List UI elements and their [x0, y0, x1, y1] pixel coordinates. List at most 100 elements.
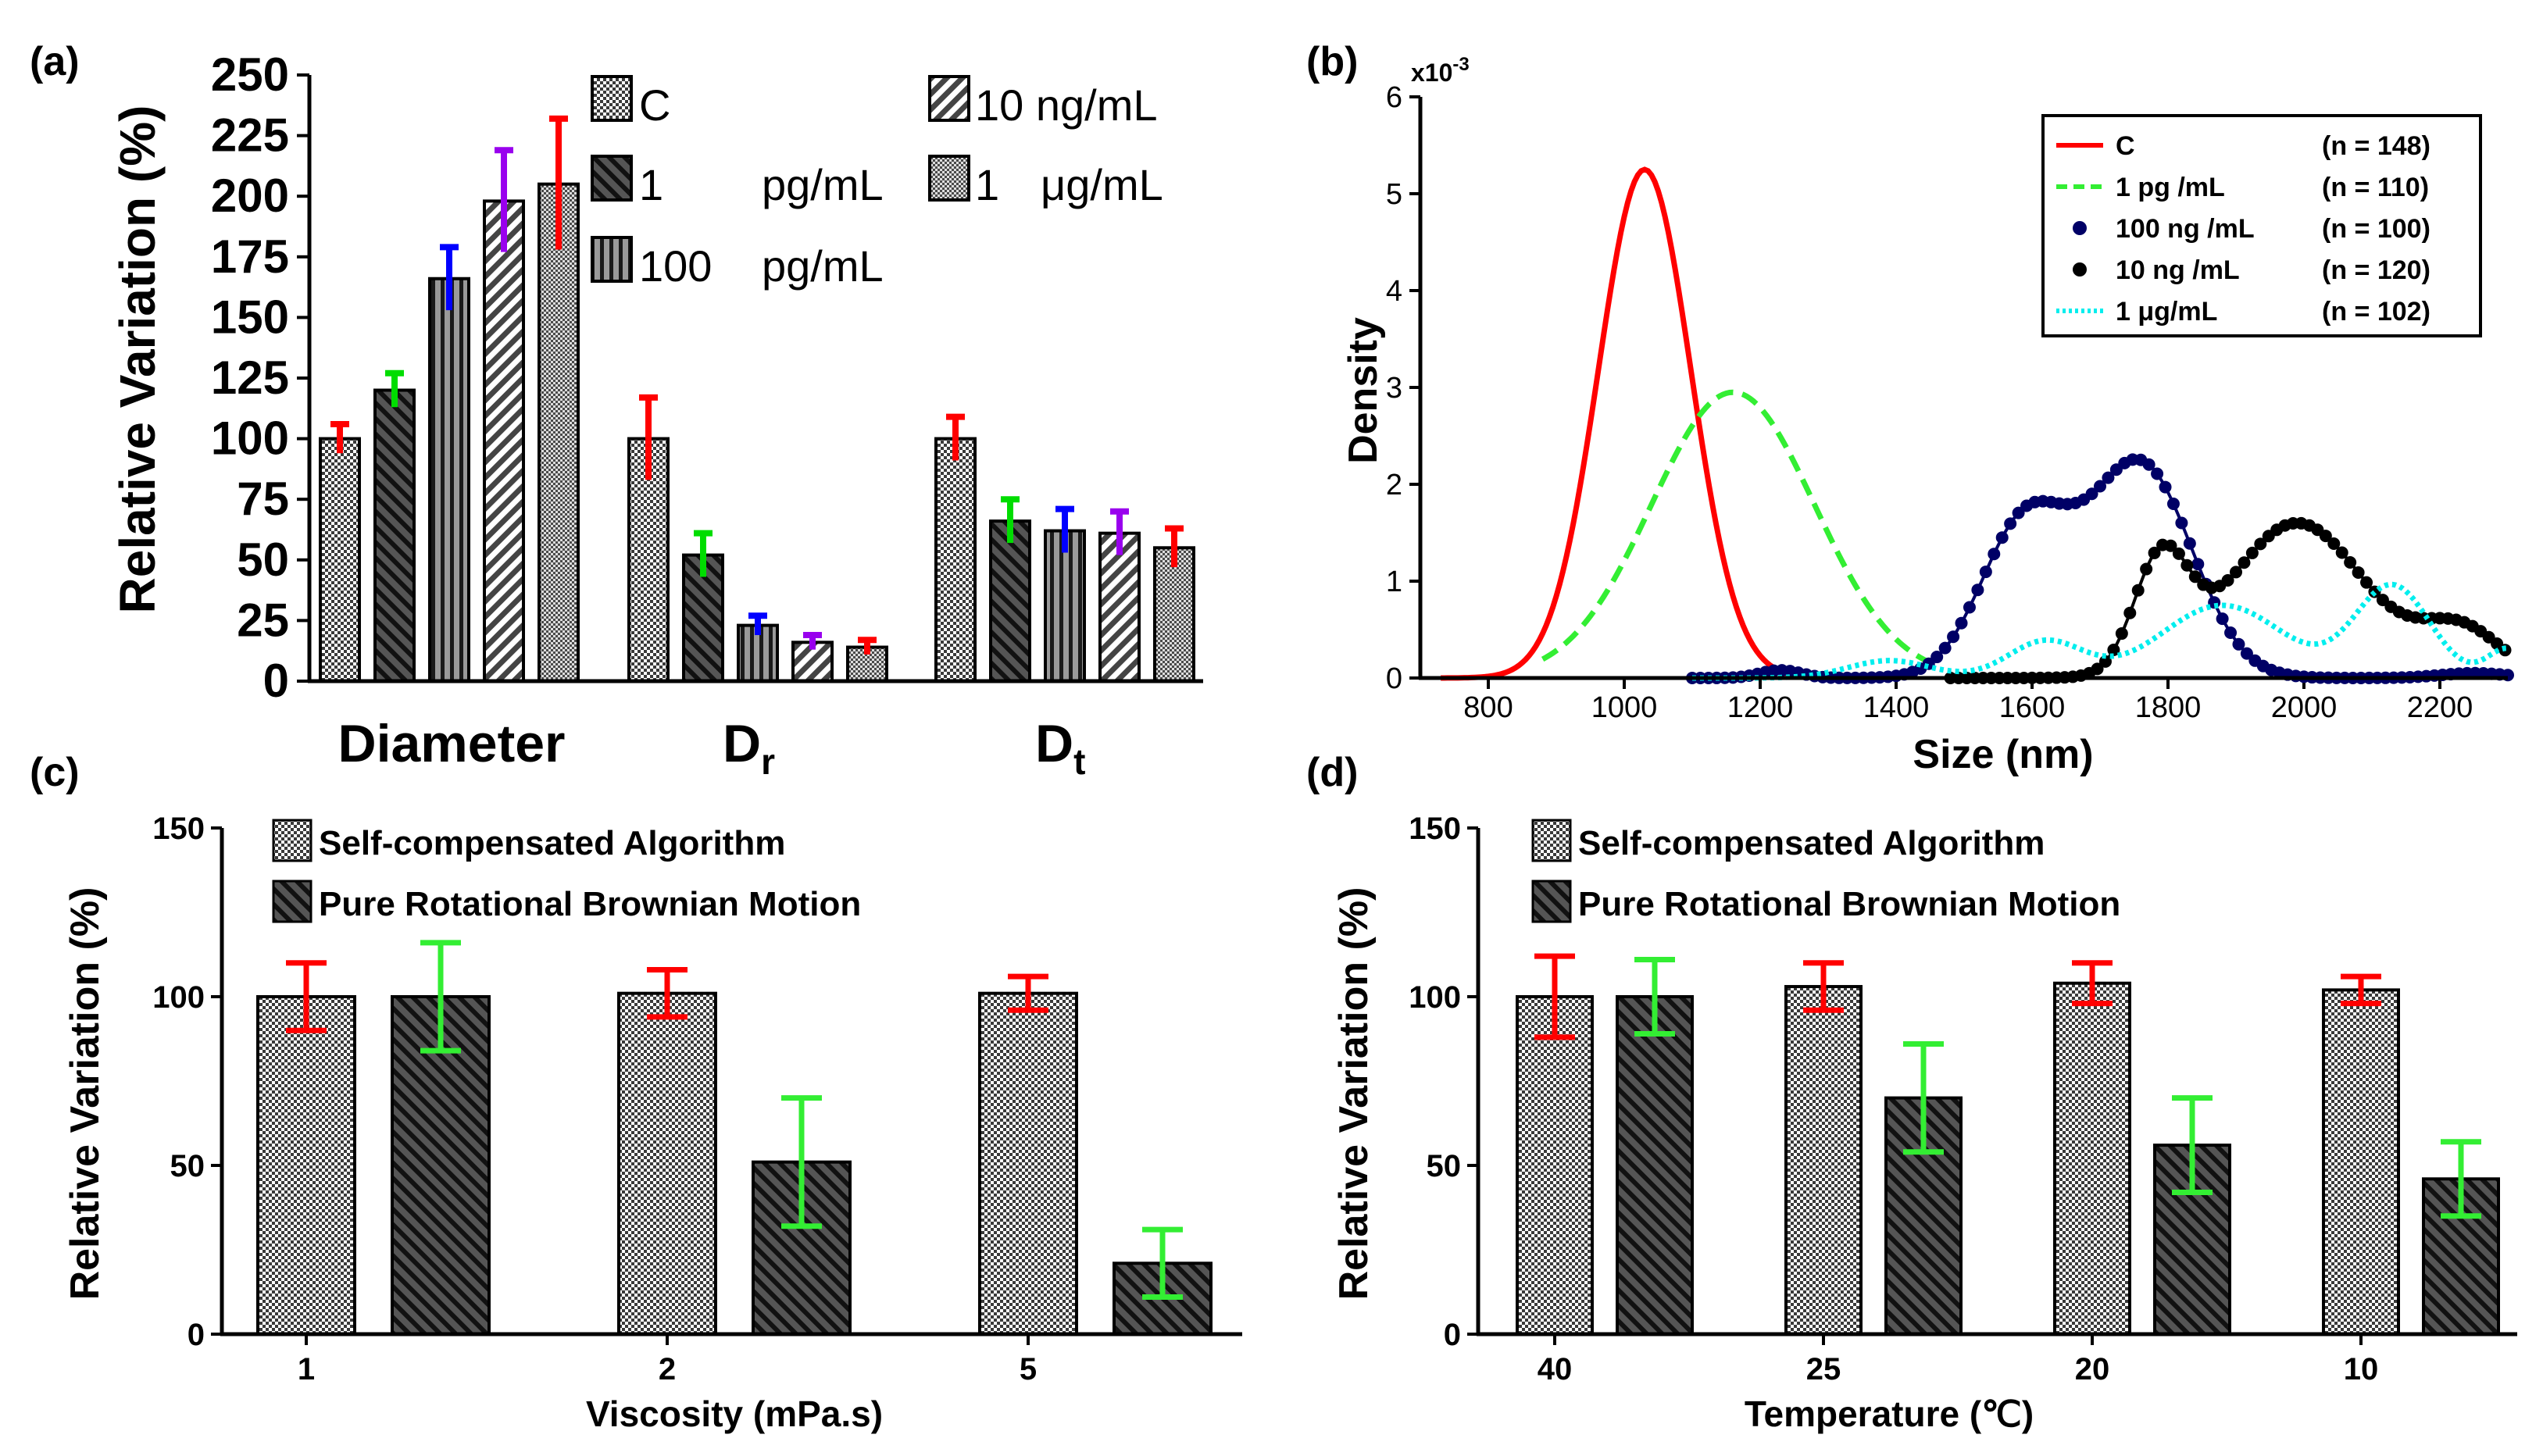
b-series-point	[2004, 517, 2017, 530]
panel-d-ticks: 0 50 100 150 40 25 20 10	[1409, 812, 2378, 1386]
a-ytick-label: 25	[237, 594, 289, 646]
legend-swatch-10ng	[928, 75, 970, 122]
a-bar	[989, 519, 1031, 683]
b-series-point	[2319, 530, 2332, 543]
panel-c-legend: Self-compensated Algorithm Pure Rotation…	[272, 819, 861, 923]
b-series-point	[1938, 641, 1952, 655]
legend-name-100ng: 100 ng /mL	[2116, 214, 2255, 244]
panel-d-legend: Self-compensated Algorithm Pure Rotation…	[1531, 819, 2120, 923]
legend-label-1ug: 1	[975, 160, 999, 209]
b-series-point	[2188, 570, 2202, 583]
d-bar	[2053, 981, 2131, 1336]
b-series-point	[1963, 601, 1976, 614]
a-ytick-label: 250	[211, 48, 289, 101]
b-series-point	[2140, 562, 2153, 576]
legend-label-c: C	[639, 80, 670, 130]
b-series-3	[1944, 516, 2512, 684]
b-series-point	[2191, 558, 2205, 571]
b-series-point	[2148, 546, 2161, 559]
a-bar	[538, 182, 580, 683]
c-bar	[256, 995, 356, 1336]
c-xtick-label: 1	[298, 1352, 315, 1386]
panel-b-y-scale-exp: -3	[1452, 54, 1469, 75]
legend-n-1ug: (n = 102)	[2322, 297, 2430, 327]
b-xtick-label: 1000	[1591, 691, 1658, 724]
panel-b-legend: C (n = 148) 1 pg /mL (n = 110) 100 ng /m…	[2041, 114, 2482, 337]
panel-b-series	[1441, 166, 2514, 684]
a-ytick-label: 100	[211, 412, 289, 465]
legend-name-1ug: 1 μg/mL	[2116, 297, 2217, 327]
legend-label-self-compensated-d: Self-compensated Algorithm	[1578, 824, 2045, 862]
panel-b-y-axis-label: Density	[1341, 317, 1386, 464]
c-xtick-label: 2	[659, 1352, 676, 1386]
b-series-point	[2012, 506, 2025, 519]
a-bar	[483, 199, 525, 683]
panel-b-y-scale-base: x10	[1411, 59, 1452, 87]
c-ytick-label: 50	[170, 1149, 205, 1183]
panel-c-x-axis-label: Viscosity (mPa.s)	[586, 1394, 883, 1434]
a-bar	[319, 437, 361, 683]
panel-c-bar-chart: Relative Variation (%) Viscosity (mPa.s)…	[63, 812, 1242, 1434]
b-series-point	[2352, 566, 2365, 579]
a-bar	[934, 437, 977, 683]
b-ytick-label: 2	[1386, 469, 1402, 501]
b-series-point	[2091, 662, 2104, 676]
b-series-point	[1988, 548, 2001, 561]
b-series-point	[2224, 626, 2238, 640]
b-xtick-label: 1600	[1999, 691, 2066, 724]
b-series-point	[2102, 471, 2115, 484]
b-xtick-label: 1200	[1727, 691, 1794, 724]
panel-a-bar-chart: Relative Variation (%) 0 25 50 75 100 125 150 1…	[109, 48, 1203, 782]
b-series-point	[2115, 627, 2128, 641]
b-xtick-label: 2000	[2271, 691, 2338, 724]
legend-swatch-c	[591, 75, 633, 122]
panel-a-group-label-diameter: Diameter	[338, 714, 565, 773]
panel-a-group-label-dr-main: D	[723, 714, 761, 773]
b-series-1	[1541, 389, 1932, 666]
b-ytick-label: 4	[1386, 275, 1402, 308]
c-bar	[617, 991, 717, 1336]
panel-a-group-label-dt-sub: t	[1073, 741, 1085, 782]
legend-n-c: (n = 148)	[2322, 131, 2430, 161]
d-xtick-label: 10	[2344, 1352, 2379, 1386]
b-series-point	[2335, 546, 2348, 559]
panel-b-legend-box	[2041, 114, 2482, 337]
legend-swatch-1pg	[591, 155, 633, 202]
legend-label-self-compensated: Self-compensated Algorithm	[319, 824, 785, 862]
panel-a-legend: C 1 pg/mL 100 pg/mL 10 ng/mL 1 μg/mL	[591, 75, 1163, 291]
c-ytick-label: 150	[152, 812, 205, 846]
legend-n-1pg: (n = 110)	[2322, 173, 2429, 202]
b-series-point	[1995, 531, 2009, 544]
panel-label-c: (c)	[30, 750, 80, 795]
legend-name-c: C	[2116, 131, 2135, 161]
legend-label-10ng: 10 ng/mL	[975, 80, 1158, 130]
b-series-point	[1971, 583, 1984, 597]
b-ytick-label: 3	[1386, 372, 1402, 405]
legend-swatch-pure-rotational	[272, 880, 313, 923]
b-xtick-label: 1400	[1863, 691, 1930, 724]
panel-b-ticks: 0 1 2 3 4 5 6 800 1000 1200 1400 1600 1800 2000 2200	[1386, 81, 2473, 724]
c-bar	[978, 991, 1078, 1336]
c-ytick-label: 100	[152, 980, 205, 1015]
panel-c-y-axis-label: Relative Variation (%)	[63, 887, 108, 1301]
a-ytick-label: 50	[237, 534, 289, 586]
b-xtick-label: 2200	[2407, 691, 2473, 724]
b-series-point	[2123, 606, 2137, 619]
legend-label-1pg: 1	[639, 160, 663, 209]
b-ytick-label: 1	[1386, 566, 1402, 598]
b-series-point	[2131, 583, 2145, 597]
b-series-point	[2172, 547, 2185, 560]
b-series-4	[1691, 581, 2509, 681]
a-ytick-label: 75	[237, 473, 289, 525]
b-ytick-label: 6	[1386, 81, 1402, 114]
b-series-point	[2221, 573, 2234, 587]
panel-d-bars	[1516, 953, 2500, 1336]
legend-n-100ng: (n = 100)	[2322, 214, 2430, 244]
legend-unit-100pg: pg/mL	[762, 241, 884, 291]
legend-label-pure-rotational: Pure Rotational Brownian Motion	[319, 885, 861, 923]
legend-swatch-self-compensated	[272, 819, 313, 862]
b-series-point	[1979, 566, 1992, 579]
b-series-point	[2360, 576, 2373, 589]
b-xtick-label: 800	[1463, 691, 1513, 724]
c-xtick-label: 5	[1020, 1352, 1037, 1386]
